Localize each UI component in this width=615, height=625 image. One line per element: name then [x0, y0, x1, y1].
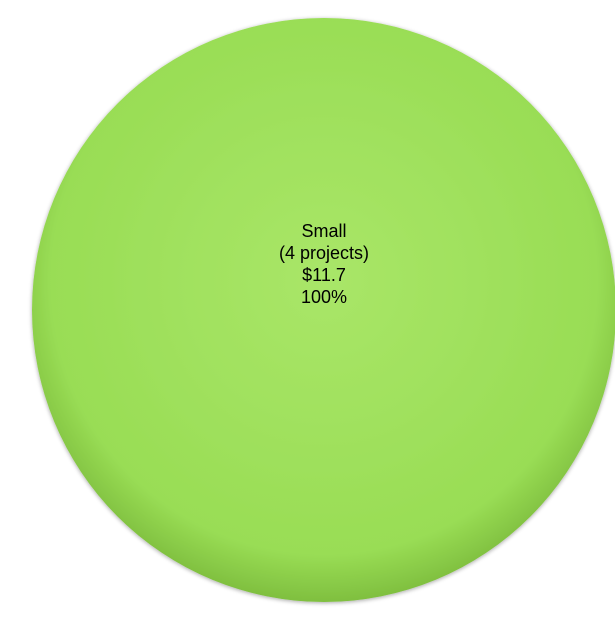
slice-value-label: $11.7: [302, 265, 346, 285]
slice-projects-label: (4 projects): [279, 243, 369, 263]
slice-label: Small: [301, 221, 346, 241]
pie-slice-small: [32, 18, 615, 602]
pie-slices: [32, 18, 615, 602]
slice-percent-label: 100%: [301, 287, 347, 307]
